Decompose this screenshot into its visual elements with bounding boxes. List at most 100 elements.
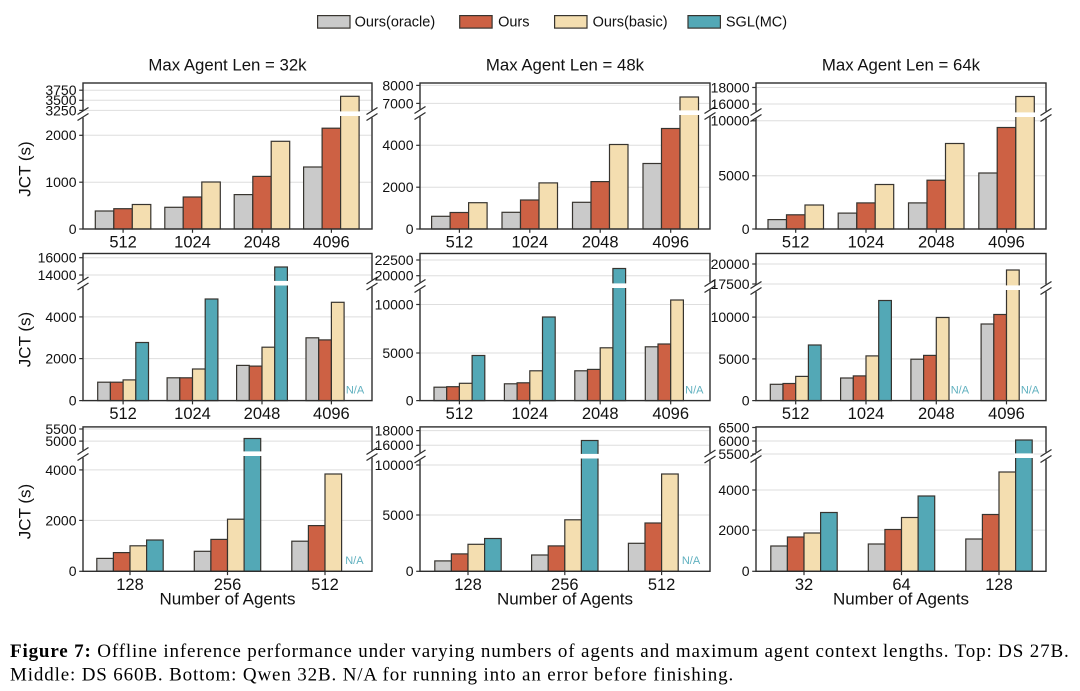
svg-text:2048: 2048 [244,405,281,423]
svg-text:128: 128 [985,576,1013,594]
svg-text:128: 128 [454,576,482,594]
svg-text:0: 0 [742,393,750,409]
svg-text:2000: 2000 [382,179,413,195]
svg-text:10000: 10000 [711,113,750,129]
svg-text:4096: 4096 [652,234,689,252]
svg-text:0: 0 [742,563,750,579]
svg-text:0: 0 [69,393,77,409]
svg-text:512: 512 [648,576,676,594]
svg-text:20000: 20000 [375,268,414,284]
svg-text:16000: 16000 [711,96,750,112]
svg-text:4096: 4096 [988,234,1025,252]
svg-text:1024: 1024 [511,405,548,423]
svg-text:10000: 10000 [711,309,750,325]
svg-text:4000: 4000 [382,137,413,153]
svg-text:256: 256 [551,576,579,594]
svg-text:1024: 1024 [848,405,885,423]
svg-text:2000: 2000 [45,127,76,143]
svg-text:512: 512 [311,576,339,594]
svg-text:18000: 18000 [711,79,750,95]
svg-text:4096: 4096 [313,405,350,423]
svg-text:Middle: DS 660B. Bottom: Qwen: Middle: DS 660B. Bottom: Qwen 32B. N/A f… [10,665,734,686]
svg-text:20000: 20000 [711,256,750,272]
svg-text:Max Agent Len = 48k: Max Agent Len = 48k [486,56,645,75]
svg-text:5000: 5000 [45,433,76,449]
svg-text:512: 512 [446,405,474,423]
svg-text:512: 512 [446,234,474,252]
svg-text:3250: 3250 [45,102,76,118]
svg-text:Ours(oracle): Ours(oracle) [355,15,436,31]
svg-text:14000: 14000 [38,267,77,283]
svg-text:5500: 5500 [718,446,749,462]
svg-text:JCT (s): JCT (s) [16,484,35,539]
svg-text:2048: 2048 [918,234,955,252]
svg-text:6000: 6000 [718,433,749,449]
svg-text:1000: 1000 [45,174,76,190]
svg-text:JCT (s): JCT (s) [16,312,35,367]
svg-text:5500: 5500 [45,421,76,437]
svg-text:2000: 2000 [718,522,749,538]
svg-text:0: 0 [69,221,77,237]
svg-text:512: 512 [109,234,137,252]
svg-text:3750: 3750 [45,82,76,98]
svg-text:2048: 2048 [244,234,281,252]
svg-text:22500: 22500 [375,252,414,268]
svg-text:4096: 4096 [313,234,350,252]
svg-text:Ours: Ours [498,15,529,31]
svg-text:4000: 4000 [718,482,749,498]
svg-text:0: 0 [69,563,77,579]
svg-text:16000: 16000 [38,250,77,266]
svg-text:512: 512 [782,234,810,252]
svg-text:N/A: N/A [951,384,970,396]
svg-text:2000: 2000 [45,351,76,367]
svg-text:Ours(basic): Ours(basic) [593,15,668,31]
svg-text:5000: 5000 [382,345,413,361]
svg-text:16000: 16000 [375,437,414,453]
svg-text:10000: 10000 [375,296,414,312]
svg-text:0: 0 [742,221,750,237]
svg-text:2048: 2048 [582,405,619,423]
svg-text:0: 0 [406,221,414,237]
svg-text:0: 0 [406,563,414,579]
svg-text:8000: 8000 [382,77,413,93]
svg-text:1024: 1024 [174,234,211,252]
svg-text:Number of Agents: Number of Agents [159,590,295,609]
svg-text:1024: 1024 [174,405,211,423]
svg-text:2048: 2048 [918,405,955,423]
svg-text:17500: 17500 [711,276,750,292]
svg-text:N/A: N/A [682,555,701,567]
svg-text:Number of Agents: Number of Agents [833,590,969,609]
svg-text:128: 128 [116,576,144,594]
svg-text:4000: 4000 [45,462,76,478]
svg-text:1024: 1024 [848,234,885,252]
svg-text:7000: 7000 [382,95,413,111]
svg-text:512: 512 [109,405,137,423]
svg-text:5000: 5000 [718,351,749,367]
svg-text:4000: 4000 [45,309,76,325]
svg-text:N/A: N/A [1021,384,1040,396]
svg-text:10000: 10000 [375,457,414,473]
svg-text:2048: 2048 [582,234,619,252]
svg-text:Max Agent Len = 32k: Max Agent Len = 32k [148,56,307,75]
svg-text:64: 64 [892,576,910,594]
svg-text:2000: 2000 [45,512,76,528]
svg-text:512: 512 [782,405,810,423]
svg-text:N/A: N/A [346,384,365,396]
svg-text:N/A: N/A [685,384,704,396]
svg-text:4096: 4096 [988,405,1025,423]
svg-text:Number of Agents: Number of Agents [497,590,633,609]
svg-text:3500: 3500 [45,92,76,108]
svg-text:Max Agent Len = 64k: Max Agent Len = 64k [822,56,981,75]
svg-text:18000: 18000 [375,423,414,439]
svg-text:256: 256 [214,576,242,594]
svg-text:SGL(MC): SGL(MC) [726,15,787,31]
svg-text:1024: 1024 [511,234,548,252]
svg-text:32: 32 [795,576,813,594]
svg-text:6500: 6500 [718,419,749,435]
svg-text:4096: 4096 [652,405,689,423]
svg-text:N/A: N/A [345,555,364,567]
svg-text:JCT (s): JCT (s) [16,141,35,196]
svg-text:Figure 7: Offline inference pe: Figure 7: Offline inference performance … [10,641,1070,662]
svg-text:5000: 5000 [718,168,749,184]
svg-text:0: 0 [406,393,414,409]
